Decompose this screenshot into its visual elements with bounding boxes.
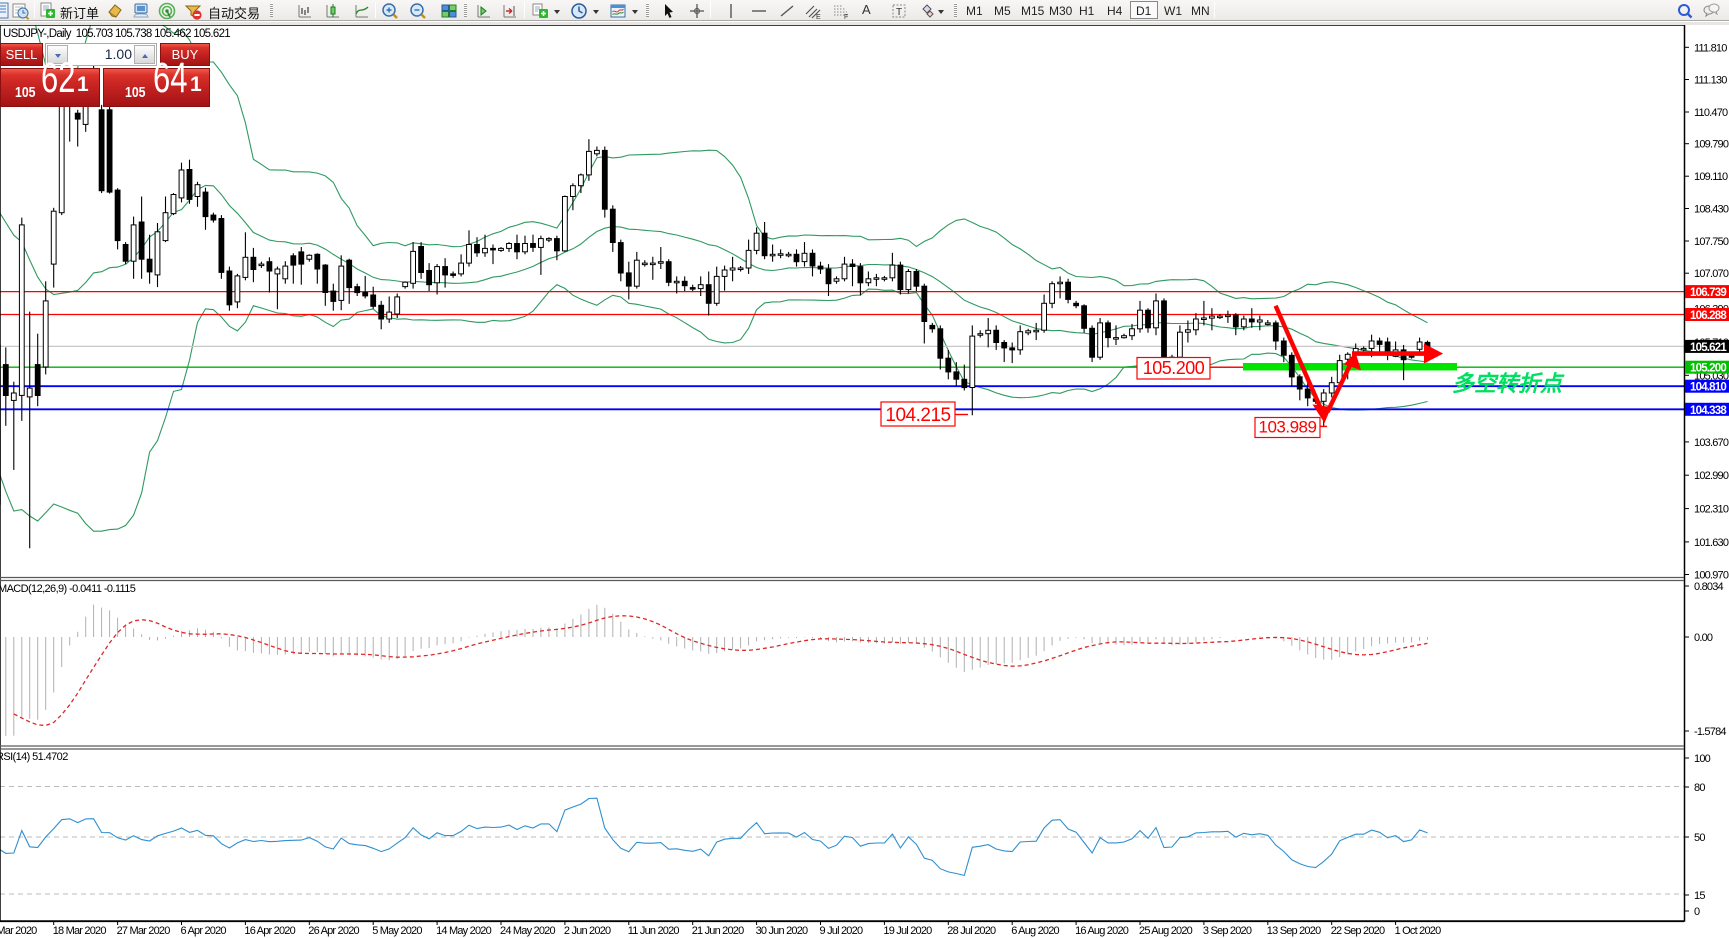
svg-text:多空转折点: 多空转折点 [1452, 371, 1565, 396]
svg-text:15: 15 [1694, 890, 1705, 902]
svg-text:5 May 2020: 5 May 2020 [372, 925, 422, 937]
svg-text:108.430: 108.430 [1694, 204, 1729, 216]
svg-text:101.630: 101.630 [1694, 537, 1729, 549]
svg-text:105.200: 105.200 [1690, 363, 1726, 375]
svg-text:103.989: 103.989 [1259, 418, 1317, 437]
svg-text:0.8034: 0.8034 [1694, 581, 1724, 593]
svg-text:100: 100 [1694, 753, 1711, 765]
svg-text:109.790: 109.790 [1694, 139, 1729, 151]
svg-text:104.338: 104.338 [1690, 405, 1727, 417]
svg-text:105.200: 105.200 [1143, 358, 1205, 378]
svg-text:0: 0 [1694, 906, 1700, 918]
svg-text:111.130: 111.130 [1694, 75, 1727, 87]
svg-text:21 Jun 2020: 21 Jun 2020 [692, 925, 744, 937]
svg-text:2 Jun 2020: 2 Jun 2020 [564, 925, 611, 937]
svg-text:106.288: 106.288 [1690, 310, 1727, 322]
svg-text:102.990: 102.990 [1694, 470, 1729, 482]
svg-text:105.621: 105.621 [1690, 342, 1727, 354]
svg-text:MACD(12,26,9) -0.0411 -0.1115: MACD(12,26,9) -0.0411 -0.1115 [0, 583, 136, 595]
svg-text:3 Sep 2020: 3 Sep 2020 [1203, 925, 1252, 937]
svg-text:9 Jul 2020: 9 Jul 2020 [820, 925, 863, 937]
svg-text:11 Jun 2020: 11 Jun 2020 [628, 925, 680, 937]
svg-text:USDJPY-,Daily 105.703 105.738: USDJPY-,Daily 105.703 105.738 105.462 10… [3, 28, 230, 40]
svg-text:26 Apr 2020: 26 Apr 2020 [308, 925, 359, 937]
svg-text:28 Jul 2020: 28 Jul 2020 [947, 925, 996, 937]
svg-text:F: F [844, 14, 848, 20]
svg-text:6 Aug 2020: 6 Aug 2020 [1011, 925, 1059, 937]
svg-text:107.070: 107.070 [1694, 268, 1729, 280]
svg-text:T: T [896, 7, 902, 18]
svg-text:106.739: 106.739 [1690, 287, 1726, 299]
svg-text:19 Jul 2020: 19 Jul 2020 [883, 925, 932, 937]
svg-text:25 Aug 2020: 25 Aug 2020 [1139, 925, 1193, 937]
svg-text:9 Mar 2020: 9 Mar 2020 [0, 925, 37, 937]
svg-text:22 Sep 2020: 22 Sep 2020 [1331, 925, 1385, 937]
svg-text:107.750: 107.750 [1694, 236, 1729, 248]
svg-text:-1.5784: -1.5784 [1694, 726, 1726, 738]
svg-text:E: E [816, 14, 821, 20]
svg-text:100.970: 100.970 [1694, 570, 1729, 582]
svg-text:1 Oct 2020: 1 Oct 2020 [1395, 925, 1441, 937]
svg-text:RSI(14) 51.4702: RSI(14) 51.4702 [0, 751, 68, 763]
svg-text:104.215: 104.215 [885, 405, 950, 426]
svg-text:0.00: 0.00 [1694, 632, 1713, 644]
svg-text:30 Jun 2020: 30 Jun 2020 [756, 925, 808, 937]
svg-text:24 May 2020: 24 May 2020 [500, 925, 555, 937]
svg-text:16 Apr 2020: 16 Apr 2020 [244, 925, 295, 937]
svg-text:80: 80 [1694, 782, 1705, 794]
svg-text:111.810: 111.810 [1694, 42, 1727, 54]
svg-text:50: 50 [1694, 832, 1705, 844]
svg-text:18 Mar 2020: 18 Mar 2020 [53, 925, 107, 937]
svg-text:102.310: 102.310 [1694, 504, 1729, 516]
svg-text:103.670: 103.670 [1694, 437, 1729, 449]
svg-text:109.110: 109.110 [1694, 171, 1728, 183]
svg-text:104.810: 104.810 [1690, 382, 1726, 394]
svg-text:13 Sep 2020: 13 Sep 2020 [1267, 925, 1321, 937]
svg-text:16 Aug 2020: 16 Aug 2020 [1075, 925, 1129, 937]
svg-text:6 Apr 2020: 6 Apr 2020 [181, 925, 227, 937]
svg-text:27 Mar 2020: 27 Mar 2020 [117, 925, 171, 937]
svg-text:14 May 2020: 14 May 2020 [436, 925, 491, 937]
svg-text:110.470: 110.470 [1694, 107, 1728, 119]
